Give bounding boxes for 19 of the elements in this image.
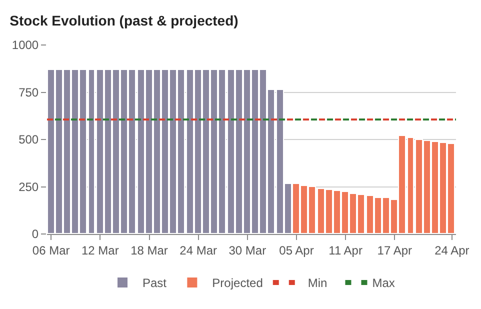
x-tick-label: 24 Apr [434,243,470,258]
legend-label: Max [372,276,395,290]
x-tick-label: 12 Mar [81,243,119,258]
y-tick-label: 0 [32,227,39,242]
legend-label: Past [142,276,168,290]
x-tick-label: 11 Apr [328,243,362,258]
legend-label: Projected [212,276,263,290]
x-tick-label: 17 Apr [377,243,412,258]
y-tick-label: 1000 [12,38,39,52]
x-tick-label: 24 Mar [180,243,218,258]
x-tick-label: 18 Mar [130,243,168,258]
y-tick-label: 250 [18,180,39,194]
legend-label: Min [308,276,328,290]
y-tick-label: 500 [18,132,39,147]
x-tick-label: 30 Mar [228,243,266,258]
x-tick-label: 06 Mar [32,243,70,258]
x-tick-label: 05 Apr [279,243,314,258]
chart-title: Stock Evolution (past & projected) [10,12,238,28]
y-tick-label: 750 [18,85,39,100]
